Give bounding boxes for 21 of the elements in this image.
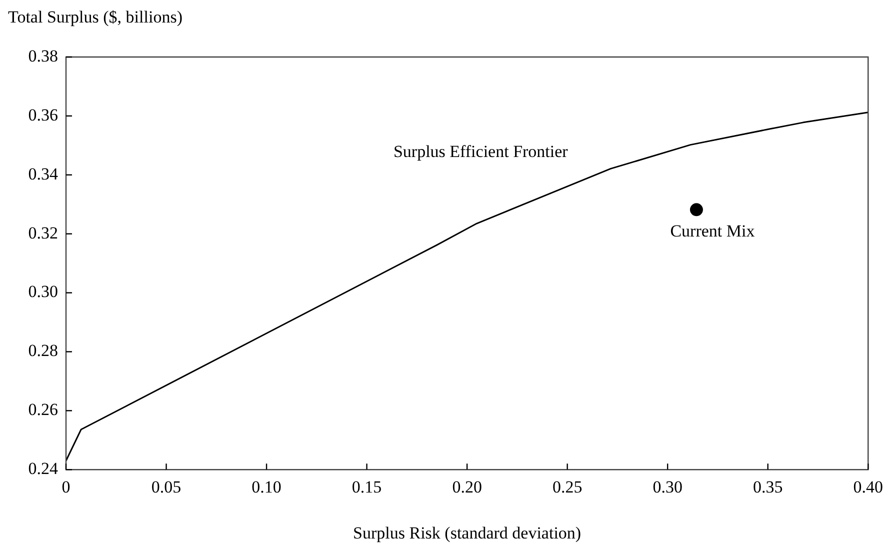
y-tick-label: 0.34	[28, 164, 58, 184]
series-label: Current Mix	[670, 222, 756, 241]
x-tick-label: 0.35	[752, 477, 783, 496]
y-tick-label: 0.38	[28, 46, 58, 66]
x-tick-label: 0.40	[853, 477, 883, 496]
x-tick-label: 0.30	[652, 477, 682, 496]
y-tick-label: 0.24	[28, 459, 58, 478]
x-tick-label: 0.20	[452, 477, 482, 496]
x-tick-label: 0.10	[252, 477, 282, 496]
x-tick-label: 0	[62, 477, 70, 496]
x-tick-label: 0.15	[352, 477, 382, 496]
series-label: Surplus Efficient Frontier	[393, 142, 568, 162]
y-tick-label: 0.26	[28, 400, 58, 420]
x-tick-label: 0.05	[151, 477, 182, 496]
y-axis-title: Total Surplus ($, billions)	[8, 7, 182, 26]
y-tick-label: 0.32	[28, 223, 58, 242]
x-tick-label: 0.25	[552, 477, 582, 496]
y-tick-label: 0.36	[28, 105, 58, 124]
x-axis-title: Surplus Risk (standard deviation)	[353, 523, 582, 542]
y-tick-label: 0.30	[28, 282, 58, 302]
y-tick-label: 0.28	[28, 341, 58, 360]
